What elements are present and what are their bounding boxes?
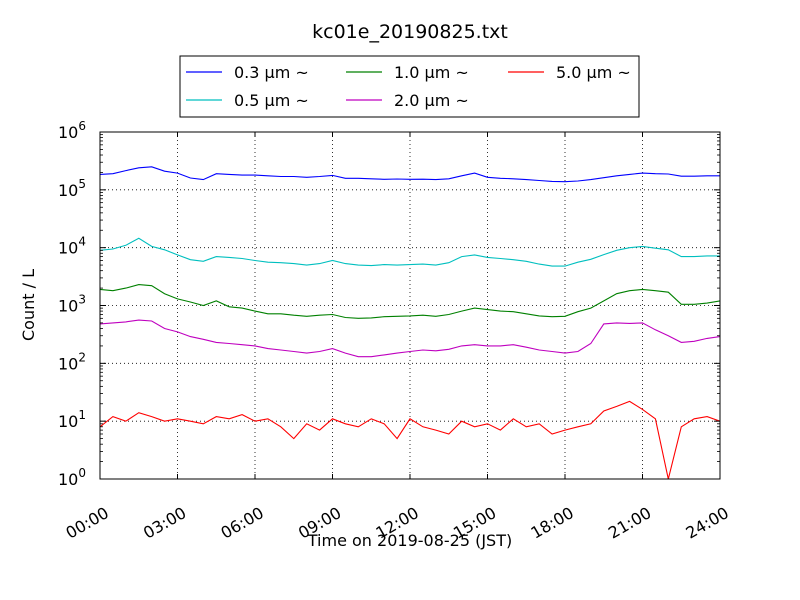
y-tick-label: 103: [58, 293, 86, 316]
legend-label-3: 1.0 μm ~: [394, 63, 469, 82]
series-line-1: [100, 166, 720, 183]
legend-frame: [179, 55, 640, 118]
legend: 0.3 μm ~ 0.5 μm ~ 1.0 μm ~ 2.0 μm ~ 5.0 μm ~: [179, 55, 640, 118]
x-tick-label: 03:00: [140, 503, 189, 543]
legend-label-1: 0.3 μm ~: [234, 63, 309, 82]
y-tick-label: 104: [58, 235, 86, 258]
x-tick-label: 24:00: [683, 503, 732, 543]
x-tick-label: 18:00: [528, 503, 577, 543]
y-axis-label: Count / L: [19, 269, 38, 341]
series-line-3: [100, 284, 720, 319]
series-layer: [100, 166, 720, 479]
chart-title: kc01e_20190825.txt: [312, 21, 508, 43]
y-tick-label: 105: [58, 177, 86, 200]
legend-label-5: 5.0 μm ~: [556, 63, 631, 82]
grid: [100, 132, 720, 479]
x-tick-label: 00:00: [63, 503, 112, 543]
y-tick-label: 102: [58, 350, 86, 373]
y-tick-label: 106: [58, 119, 86, 142]
legend-label-4: 2.0 μm ~: [394, 91, 469, 110]
x-tick-label: 21:00: [605, 503, 654, 543]
x-axis-label: Time on 2019-08-25 (JST): [307, 531, 512, 550]
y-tick-label: 100: [58, 466, 86, 489]
x-tick-label: 06:00: [218, 503, 267, 543]
series-line-5: [100, 400, 720, 479]
series-line-2: [100, 237, 720, 267]
legend-label-2: 0.5 μm ~: [234, 91, 309, 110]
y-tick-label: 101: [58, 408, 86, 431]
series-line-4: [100, 319, 720, 358]
